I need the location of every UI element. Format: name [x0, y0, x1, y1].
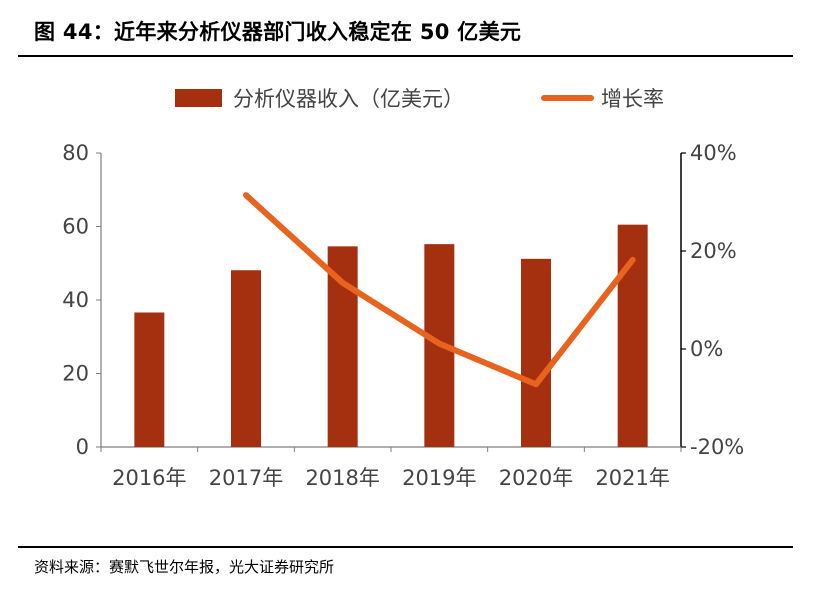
right-tick-label: 20% — [690, 239, 737, 263]
legend-swatch-revenue — [175, 89, 222, 107]
right-tick-label: 40% — [690, 141, 737, 165]
figure-title: 图 44：近年来分析仪器部门收入稳定在 50 亿美元 — [34, 20, 522, 44]
legend-label-revenue: 分析仪器收入（亿美元） — [233, 87, 464, 111]
left-tick-label: 20 — [62, 362, 89, 386]
revenue-bar — [231, 270, 261, 447]
revenue-bar — [134, 312, 165, 447]
x-tick-label: 2020年 — [499, 466, 573, 490]
x-tick-label: 2017年 — [209, 466, 283, 490]
x-tick-label: 2016年 — [112, 466, 186, 490]
right-tick-label: -20% — [690, 435, 744, 459]
revenue-bar — [521, 258, 551, 447]
left-tick-label: 40 — [62, 288, 89, 312]
source-divider — [18, 546, 793, 548]
left-tick-label: 60 — [62, 215, 89, 239]
x-tick-label: 2018年 — [305, 466, 379, 490]
left-tick-label: 80 — [62, 141, 89, 165]
right-tick-label: 0% — [690, 337, 723, 361]
left-tick-label: 0 — [76, 435, 89, 459]
legend-label-growth: 增长率 — [601, 87, 664, 111]
source-note: 资料来源：赛默飞世尔年报，光大证券研究所 — [34, 558, 335, 576]
x-tick-label: 2021年 — [595, 466, 669, 490]
title-divider — [18, 55, 793, 57]
x-tick-label: 2019年 — [402, 466, 476, 490]
